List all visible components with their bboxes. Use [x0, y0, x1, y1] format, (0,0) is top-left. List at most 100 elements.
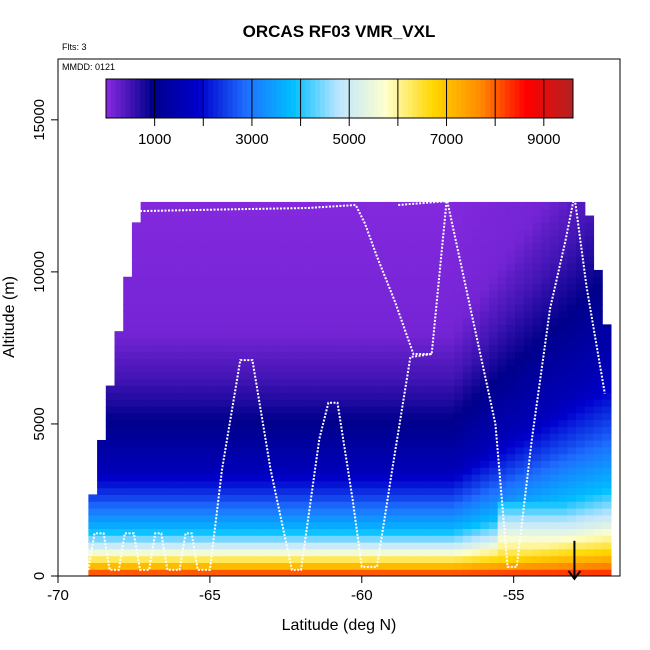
- heatmap-cell: [184, 562, 194, 570]
- heatmap-cell: [558, 283, 568, 291]
- heatmap-cell: [314, 358, 325, 366]
- heatmap-cell: [158, 507, 168, 516]
- heatmap-cell: [471, 297, 481, 305]
- heatmap-cell: [306, 242, 316, 251]
- heatmap-cell: [401, 324, 412, 332]
- heatmap-cell: [401, 297, 412, 305]
- heatmap-cell: [462, 263, 473, 271]
- heatmap-cell: [541, 229, 551, 237]
- heatmap-cell: [541, 269, 551, 278]
- heatmap-cell: [367, 385, 377, 393]
- colorbar-swatch: [315, 79, 321, 118]
- heatmap-cell: [567, 501, 577, 509]
- heatmap-cell: [340, 215, 351, 223]
- heatmap-cell: [567, 487, 577, 495]
- heatmap-cell: [419, 426, 429, 434]
- heatmap-cell: [541, 514, 551, 523]
- heatmap-cell: [297, 344, 307, 353]
- heatmap-cell: [149, 535, 159, 543]
- heatmap-cell: [253, 242, 264, 251]
- heatmap-cell: [401, 412, 412, 421]
- heatmap-cell: [175, 439, 185, 448]
- heatmap-cell: [445, 310, 455, 319]
- heatmap-cell: [384, 331, 394, 339]
- heatmap-cell: [410, 385, 420, 393]
- heatmap-cell: [445, 521, 455, 529]
- heatmap-cell: [166, 331, 177, 339]
- heatmap-cell: [358, 249, 368, 257]
- heatmap-cell: [184, 235, 194, 244]
- heatmap-cell: [454, 297, 464, 305]
- heatmap-cell: [480, 433, 490, 441]
- heatmap-cell: [340, 276, 351, 285]
- heatmap-cell: [332, 460, 342, 468]
- heatmap-cell: [288, 337, 298, 346]
- heatmap-cell: [532, 256, 542, 264]
- heatmap-cell: [166, 555, 177, 563]
- heatmap-cell: [541, 541, 551, 550]
- heatmap-cell: [245, 501, 255, 509]
- heatmap-cell: [462, 358, 473, 366]
- heatmap-cell: [114, 399, 124, 407]
- heatmap-cell: [454, 446, 464, 455]
- heatmap-cell: [471, 371, 481, 380]
- heatmap-cell: [131, 378, 142, 387]
- heatmap-cell: [454, 439, 464, 448]
- heatmap-cell: [288, 344, 298, 353]
- heatmap-cell: [462, 399, 473, 407]
- heatmap-cell: [279, 541, 290, 550]
- heatmap-cell: [210, 229, 220, 237]
- heatmap-cell: [497, 324, 507, 332]
- heatmap-cell: [375, 358, 386, 366]
- heatmap-cell: [497, 480, 507, 489]
- heatmap-cell: [384, 303, 394, 312]
- heatmap-cell: [567, 242, 577, 251]
- heatmap-cell: [219, 235, 229, 244]
- heatmap-cell: [375, 222, 386, 230]
- heatmap-cell: [419, 331, 429, 339]
- heatmap-cell: [393, 222, 403, 230]
- heatmap-cell: [480, 344, 490, 353]
- heatmap-cell: [192, 548, 203, 557]
- heatmap-cell: [271, 507, 281, 516]
- heatmap-cell: [140, 507, 150, 516]
- heatmap-cell: [393, 208, 403, 217]
- heatmap-cell: [515, 562, 525, 570]
- heatmap-cell: [140, 208, 150, 217]
- heatmap-cell: [184, 256, 194, 264]
- heatmap-cell: [140, 392, 150, 400]
- heatmap-cell: [454, 208, 464, 217]
- heatmap-cell: [131, 303, 142, 312]
- heatmap-cell: [149, 528, 159, 536]
- heatmap-cell: [192, 487, 203, 495]
- heatmap-cell: [306, 256, 316, 264]
- heatmap-cell: [192, 514, 203, 523]
- heatmap-cell: [401, 501, 412, 509]
- heatmap-cell: [253, 392, 264, 400]
- heatmap-cell: [428, 507, 438, 516]
- heatmap-cell: [166, 242, 177, 251]
- heatmap-cell: [454, 426, 464, 434]
- heatmap-cell: [332, 548, 342, 557]
- heatmap-cell: [384, 480, 394, 489]
- heatmap-cell: [567, 371, 577, 380]
- heatmap-cell: [558, 521, 568, 529]
- heatmap-cell: [271, 412, 281, 421]
- heatmap-cell: [445, 365, 455, 373]
- heatmap-cell: [332, 365, 342, 373]
- heatmap-cell: [253, 263, 264, 271]
- heatmap-cell: [532, 337, 542, 346]
- heatmap-cell: [349, 385, 359, 393]
- heatmap-cell: [515, 351, 525, 359]
- colorbar-swatch: [427, 79, 433, 118]
- heatmap-cell: [497, 276, 507, 285]
- heatmap-cell: [428, 283, 438, 291]
- heatmap-cell: [166, 283, 177, 291]
- heatmap-cell: [497, 446, 507, 455]
- heatmap-cell: [123, 528, 133, 536]
- colorbar-tick-label: 9000: [527, 131, 560, 148]
- heatmap-cell: [219, 249, 229, 257]
- heatmap-cell: [558, 426, 568, 434]
- heatmap-cell: [97, 480, 107, 489]
- heatmap-cell: [245, 541, 255, 550]
